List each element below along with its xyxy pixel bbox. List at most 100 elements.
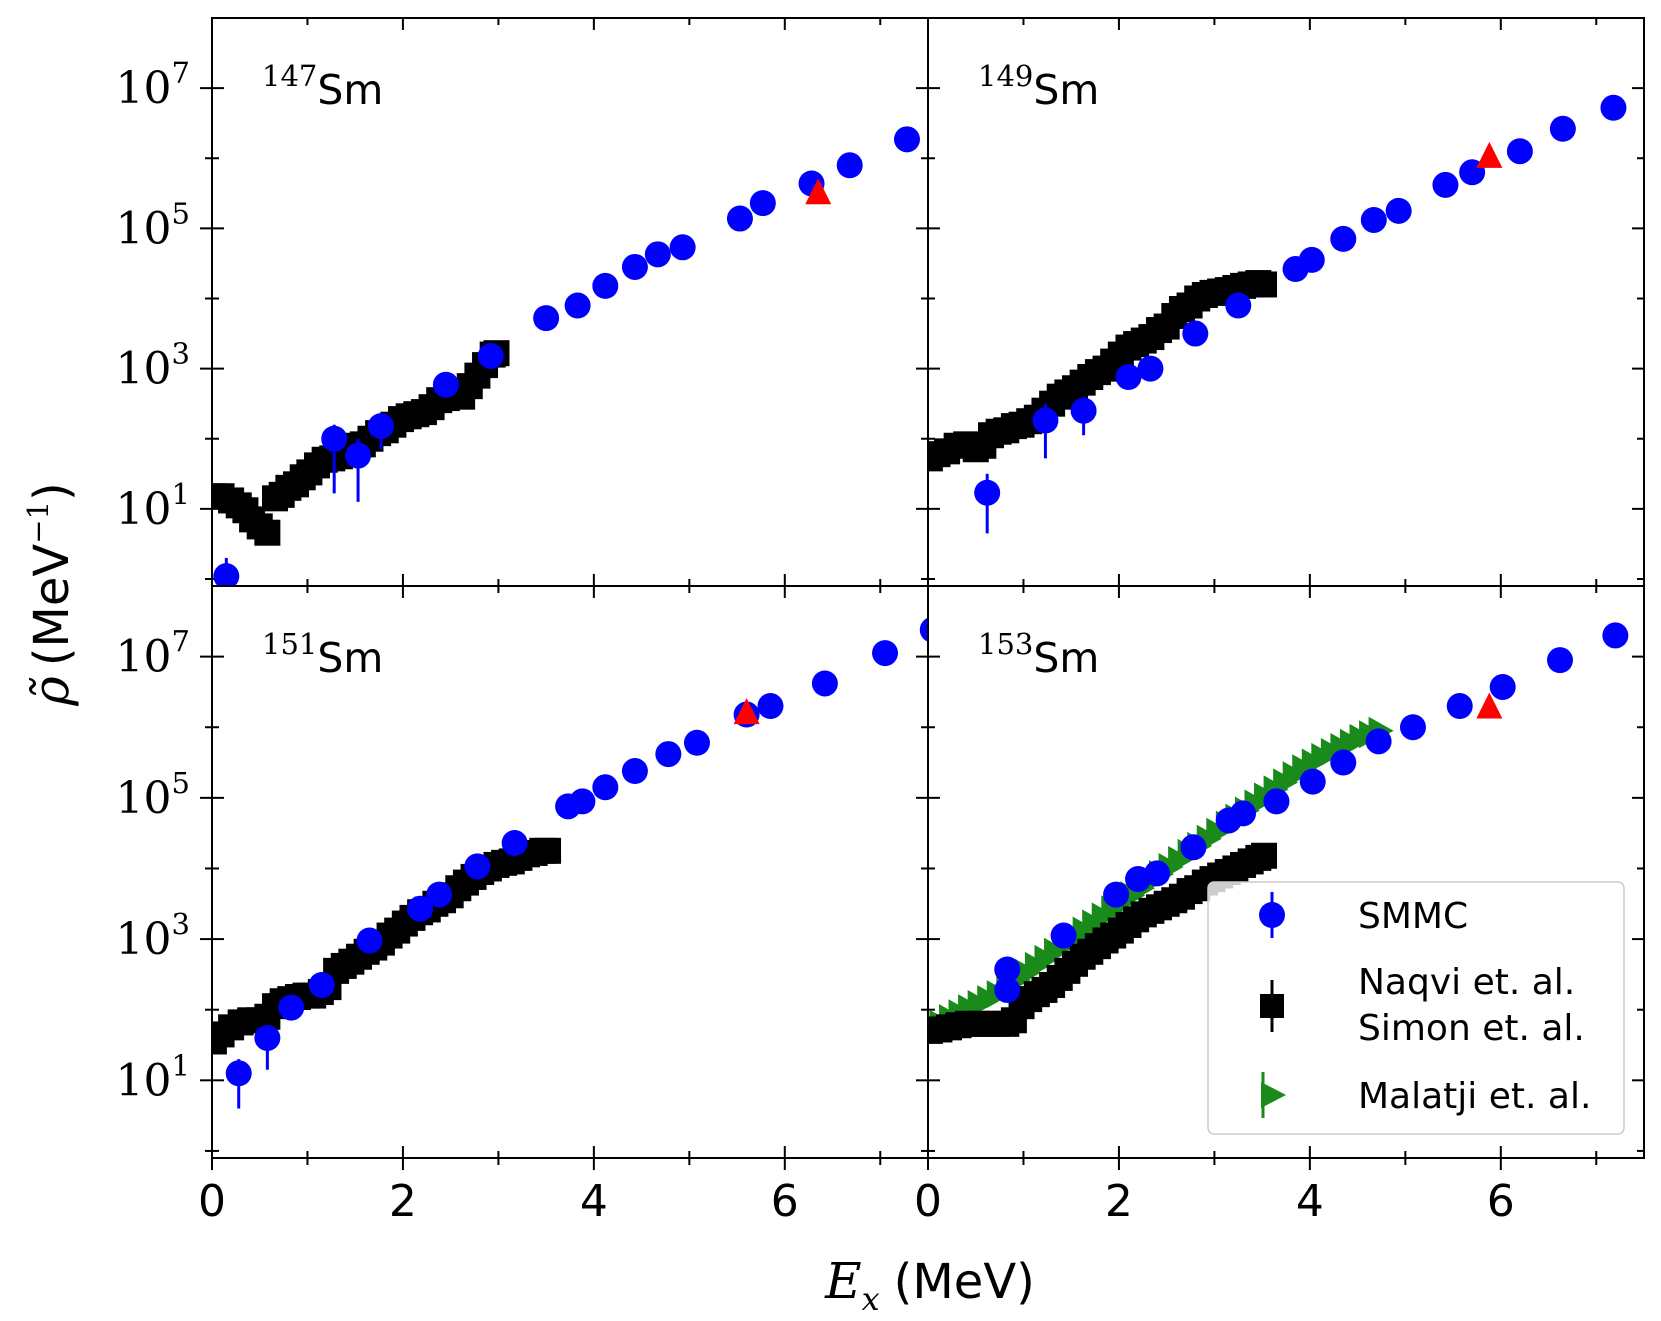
y-tick-label-exponent: 5	[172, 196, 190, 230]
svg-text:ρ̃(MeV−1): ρ̃ (MeV−1)	[21, 482, 80, 706]
smmc-point	[683, 729, 710, 756]
smmc-point	[426, 881, 453, 908]
x-tick-label: 2	[1105, 1176, 1133, 1227]
isotope-element: Sm	[317, 634, 383, 682]
x-tick-label: 4	[580, 1176, 608, 1227]
y-tick-label: 101	[116, 477, 190, 535]
smmc-point	[213, 563, 240, 586]
smmc-point	[321, 425, 348, 452]
isotope-mass: 147	[262, 59, 317, 93]
smmc-point	[1137, 355, 1164, 382]
legend-box	[1207, 881, 1625, 1135]
naqvi-point	[254, 519, 281, 546]
legend-malatji-marker	[1261, 1082, 1286, 1108]
y-label-symbol: ρ̃	[22, 676, 80, 707]
smmc-point	[655, 741, 682, 768]
ticks-sm153	[927, 586, 1644, 1170]
smmc-point	[1230, 800, 1257, 827]
y-tick-label-base: 10	[116, 484, 172, 535]
y-tick-label-base: 10	[116, 1055, 172, 1106]
isotope-label: 147Sm	[262, 59, 383, 114]
y-label-unit: (MeV	[24, 544, 80, 667]
smmc-point	[621, 253, 648, 280]
y-tick-label-exponent: 1	[172, 477, 190, 511]
smmc-point	[569, 788, 596, 815]
smmc-point	[757, 693, 784, 720]
smmc-point	[1182, 320, 1209, 347]
y-axis-label: ρ̃ (MeV−1)	[21, 482, 80, 706]
x-axis-label: Ex (MeV)	[824, 1252, 1035, 1318]
x-tick-label: 4	[1296, 1176, 1324, 1227]
smmc-point	[278, 994, 305, 1021]
smmc-point	[254, 1024, 281, 1051]
y-tick-label-base: 10	[116, 344, 172, 395]
smmc-point	[1432, 171, 1459, 198]
smmc-point	[1602, 622, 1629, 649]
smmc-point	[1365, 728, 1392, 755]
smmc-point	[1385, 197, 1412, 224]
smmc-point	[1103, 881, 1130, 908]
x-label-symbol: E	[824, 1252, 862, 1310]
data-layer-sm153	[928, 622, 1629, 1044]
smmc-point	[994, 976, 1021, 1003]
isotope-mass: 149	[978, 59, 1033, 93]
triangle-point	[1476, 692, 1503, 719]
smmc-point	[367, 413, 394, 440]
smmc-point	[621, 758, 648, 785]
y-tick-label: 105	[116, 766, 190, 824]
panel-frame	[927, 585, 1645, 1159]
smmc-point	[1298, 246, 1325, 273]
x-label-subscript: x	[862, 1280, 880, 1318]
smmc-point	[1070, 397, 1097, 424]
y-tick-label-base: 10	[116, 632, 172, 683]
legend-smmc-marker	[1259, 902, 1285, 928]
isotope-label: 151Sm	[262, 627, 383, 682]
smmc-point	[1600, 94, 1627, 121]
triangle-point	[1476, 141, 1503, 168]
smmc-point	[836, 152, 863, 179]
smmc-point	[501, 830, 528, 857]
smmc-point	[345, 442, 372, 469]
x-tick-label: 2	[389, 1176, 417, 1227]
smmc-point	[669, 234, 696, 261]
smmc-point	[1330, 749, 1357, 776]
isotope-element: Sm	[317, 66, 383, 114]
panel-sm153: 0 2 4 6 153Sm	[914, 585, 1645, 1227]
smmc-point	[225, 1060, 252, 1087]
svg-text:Ex(MeV): Ex (MeV)	[824, 1252, 1035, 1318]
smmc-point	[1360, 206, 1387, 233]
y-tick-label-exponent: 3	[172, 907, 190, 941]
smmc-point	[1115, 364, 1142, 391]
smmc-point	[1050, 922, 1077, 949]
smmc-point	[564, 292, 591, 319]
y-tick-label-exponent: 7	[172, 56, 190, 90]
naqvi-point	[1251, 271, 1278, 298]
y-tick-label: 107	[116, 56, 190, 114]
smmc-point	[533, 305, 560, 332]
smmc-point	[1506, 138, 1533, 165]
smmc-point	[644, 241, 671, 268]
isotope-label: 153Sm	[978, 627, 1099, 682]
isotope-element: Sm	[1033, 634, 1099, 682]
x-label-unit: (MeV)	[894, 1254, 1035, 1310]
smmc-point	[1263, 788, 1290, 815]
x-tick-label: 0	[198, 1176, 226, 1227]
legend: SMMC Naqvi et. al. Simon et. al. Malatji…	[1207, 881, 1625, 1135]
ticks-sm147	[200, 18, 928, 586]
smmc-point	[308, 971, 335, 998]
smmc-point	[1299, 768, 1326, 795]
smmc-point	[1399, 714, 1426, 741]
smmc-point	[592, 774, 619, 801]
y-tick-label-exponent: 7	[172, 625, 190, 659]
data-layer-sm149	[928, 94, 1627, 534]
y-tick-label: 103	[116, 337, 190, 395]
y-tick-label: 103	[116, 907, 190, 965]
y-label-close: )	[24, 482, 80, 501]
x-tick-label: 6	[1487, 1176, 1515, 1227]
smmc-point	[974, 479, 1001, 506]
isotope-mass: 153	[978, 627, 1033, 661]
legend-naqvi-label: Naqvi et. al.	[1358, 962, 1575, 1003]
legend-smmc-label: SMMC	[1358, 896, 1468, 937]
